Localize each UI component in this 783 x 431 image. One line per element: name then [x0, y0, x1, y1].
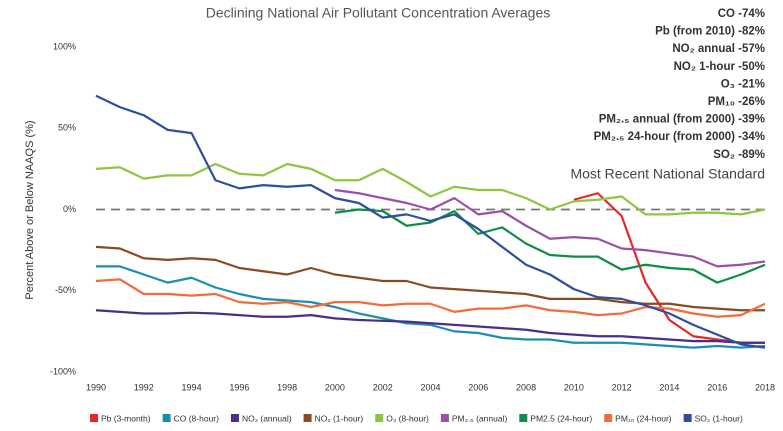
chart-title: Declining National Air Pollutant Concent…: [206, 5, 551, 21]
x-tick-label: 2002: [373, 382, 393, 392]
legend-label: PM₂.₅ (annual): [452, 413, 508, 423]
reference-label: Most Recent National Standard: [570, 166, 765, 182]
legend-swatch: [683, 414, 692, 422]
x-tick-label: 2010: [564, 382, 584, 392]
x-tick-label: 2016: [707, 382, 727, 392]
y-tick-label: -50%: [55, 285, 76, 295]
legend-label: Pb (3-month): [101, 413, 151, 423]
x-tick-label: 2008: [516, 382, 536, 392]
x-tick-label: 2014: [659, 382, 679, 392]
x-tick-label: 2004: [420, 382, 440, 392]
y-tick-label: 100%: [53, 41, 76, 51]
legend-label: O₃ (8-hour): [386, 413, 429, 423]
x-tick-label: 1990: [86, 382, 106, 392]
legend-label: CO (8-hour): [174, 413, 220, 423]
annotation: PM₂.₅ annual (from 2000) -39%: [599, 114, 765, 126]
annotation: NO₂ annual -57%: [672, 43, 765, 55]
annotation: PM₂.₅ 24-hour (from 2000) -34%: [594, 131, 765, 143]
legend-label: SO₂ (1-hour): [695, 413, 743, 423]
annotation: Pb (from 2010) -82%: [655, 26, 765, 38]
y-tick-label: -100%: [50, 366, 76, 376]
y-axis-label: Percent Above or Below NAAQS (%): [24, 120, 36, 299]
x-tick-label: 2018: [755, 382, 775, 392]
legend-swatch: [519, 414, 528, 422]
series-line: [95, 309, 765, 344]
legend-label: PM2.5 (24-hour): [530, 413, 592, 423]
legend-swatch: [440, 414, 449, 422]
x-tick-label: 2000: [325, 382, 345, 392]
annotation: CO -74%: [718, 8, 765, 20]
series-line: [334, 208, 766, 284]
series-line: [95, 245, 765, 312]
y-tick-label: 50%: [58, 123, 76, 133]
series-line: [96, 265, 766, 349]
x-tick-label: 1992: [134, 382, 154, 392]
legend-swatch: [162, 414, 171, 422]
legend-label: PM₁₀ (24-hour): [615, 413, 672, 423]
x-tick-label: 2012: [612, 382, 632, 392]
annotation: PM₁₀ -26%: [708, 96, 765, 108]
series-line: [95, 94, 766, 349]
series-line: [95, 162, 766, 216]
legend-swatch: [90, 414, 98, 422]
series-line: [334, 188, 766, 268]
x-tick-label: 2006: [468, 382, 488, 392]
legend-swatch: [230, 414, 239, 422]
legend-swatch: [375, 414, 384, 422]
legend-swatch: [303, 414, 312, 422]
legend-label: NO₂ (annual): [242, 413, 292, 423]
x-tick-label: 1994: [182, 382, 202, 392]
annotation: SO₂ -89%: [713, 149, 765, 161]
y-tick-label: 0%: [63, 204, 76, 214]
legend-label: NO₂ (1-hour): [315, 413, 364, 423]
legend-swatch: [604, 414, 613, 422]
x-tick-label: 1996: [229, 382, 249, 392]
x-tick-label: 1998: [277, 382, 297, 392]
annotation: O₃ -21%: [721, 78, 765, 90]
annotation: NO₂ 1-hour -50%: [674, 61, 765, 73]
